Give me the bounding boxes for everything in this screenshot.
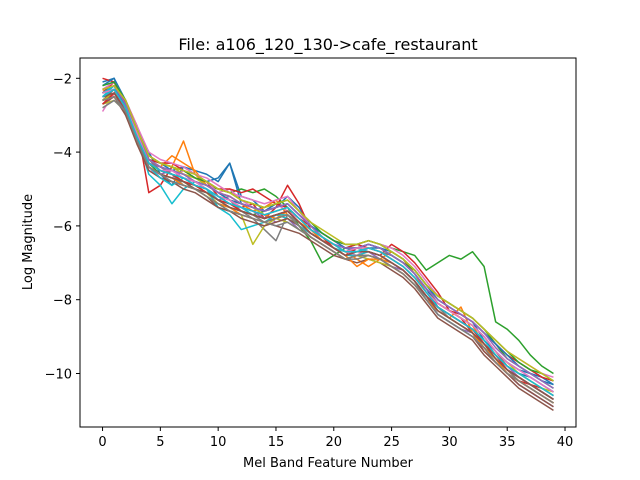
- x-tick-label: 35: [499, 435, 516, 450]
- chart-title: File: a106_120_130->cafe_restaurant: [178, 35, 477, 55]
- x-tick-label: 0: [98, 435, 106, 450]
- y-axis-label: Log Magnitude: [21, 194, 36, 290]
- y-tick-label: −4: [53, 146, 72, 161]
- series-line-30: [102, 88, 554, 397]
- x-tick-label: 15: [268, 435, 285, 450]
- x-tick-label: 40: [557, 435, 574, 450]
- series-line-28: [102, 96, 554, 404]
- x-tick-label: 5: [156, 435, 164, 450]
- y-tick-label: −6: [53, 220, 72, 235]
- series-line-26: [102, 92, 554, 400]
- x-tick-label: 20: [326, 435, 343, 450]
- y-tick-label: −2: [53, 72, 72, 87]
- axes-frame: [79, 57, 577, 428]
- x-axis-ticks: 0 5 10 15 20 25 30 35 40: [98, 427, 573, 450]
- x-axis-label: Mel Band Feature Number: [243, 456, 414, 471]
- series-line-29: [102, 84, 554, 382]
- x-tick-label: 30: [441, 435, 458, 450]
- y-tick-label: −8: [53, 294, 72, 309]
- series-layer: [101, 77, 554, 412]
- y-axis-ticks: −10 −8 −6 −4 −2: [45, 72, 80, 382]
- y-tick-label: −10: [45, 367, 72, 382]
- x-tick-label: 25: [383, 435, 400, 450]
- x-tick-label: 10: [210, 435, 227, 450]
